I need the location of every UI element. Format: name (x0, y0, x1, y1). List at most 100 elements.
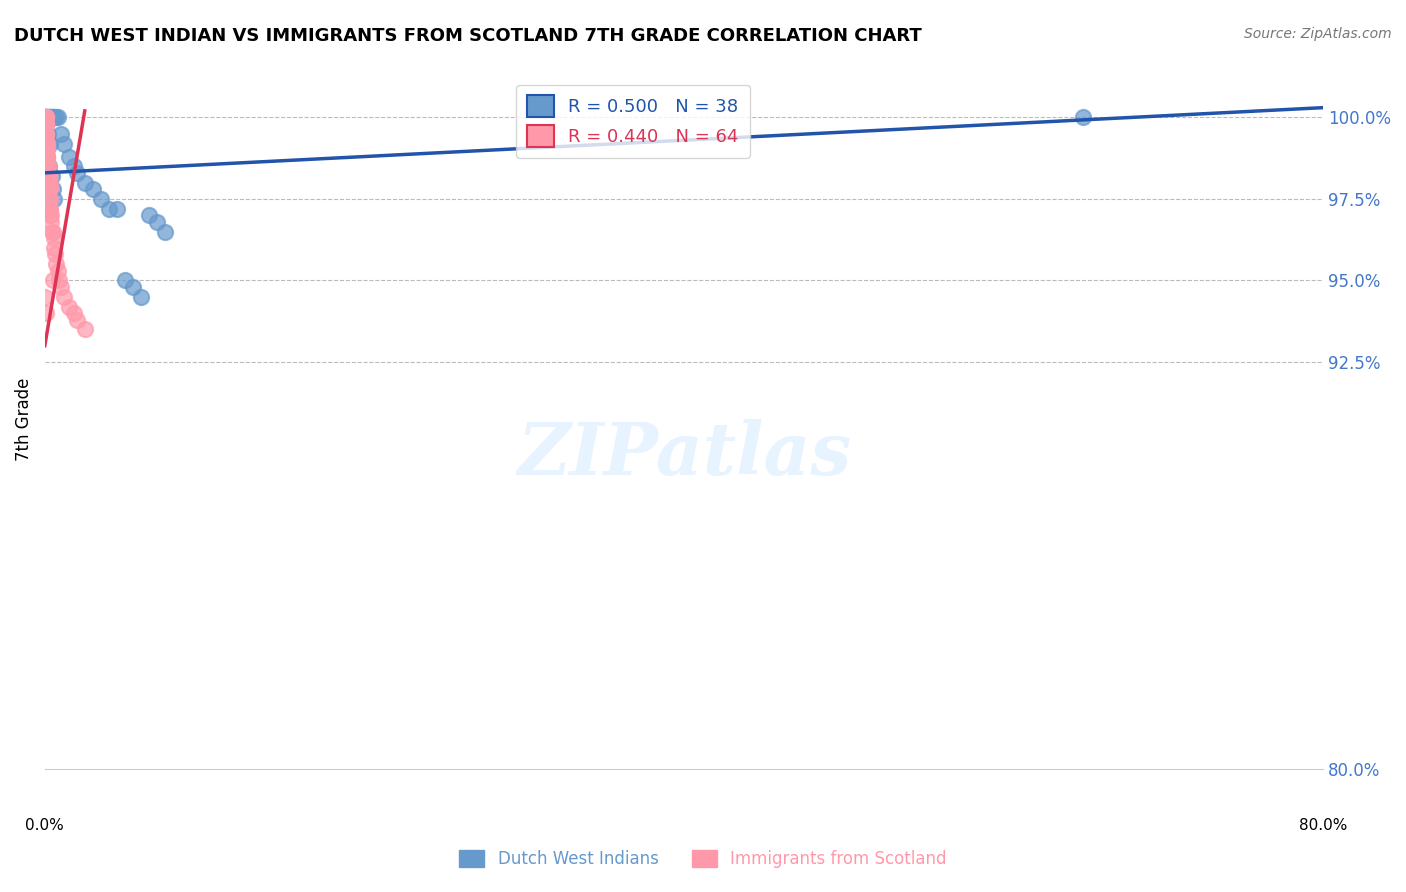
Text: Source: ZipAtlas.com: Source: ZipAtlas.com (1244, 27, 1392, 41)
Point (48, 273, 70, 287)
Point (38, 182, 60, 196)
Point (37, 159, 59, 173)
Point (34, 159, 56, 173)
Point (44, 111, 66, 125)
Point (35, 143, 58, 157)
Point (45, 111, 67, 125)
Point (38, 169, 60, 183)
Point (34, 111, 56, 125)
Point (34, 117, 56, 131)
Point (41, 225, 63, 239)
Point (38, 111, 60, 125)
Point (42, 182, 65, 196)
Text: 0.0%: 0.0% (25, 818, 65, 833)
Point (53, 136, 76, 151)
Point (45, 257, 67, 271)
Point (34, 111, 56, 125)
Point (62, 159, 84, 173)
Point (41, 169, 63, 183)
Point (35, 136, 58, 151)
Point (38, 176, 60, 190)
Point (37, 150, 59, 164)
Point (35, 117, 58, 131)
Point (35, 127, 58, 141)
Point (38, 111, 60, 125)
Point (37, 176, 59, 190)
Point (35, 117, 58, 131)
Point (37, 159, 59, 173)
Point (35, 133, 58, 147)
Point (38, 159, 60, 173)
Point (35, 306, 58, 320)
Point (34, 111, 56, 125)
Point (58, 300, 80, 314)
Point (38, 192, 60, 206)
Text: DUTCH WEST INDIAN VS IMMIGRANTS FROM SCOTLAND 7TH GRADE CORRELATION CHART: DUTCH WEST INDIAN VS IMMIGRANTS FROM SCO… (14, 27, 922, 45)
Point (62, 306, 84, 320)
Point (39, 208, 62, 222)
Point (37, 111, 59, 125)
Point (46, 111, 69, 125)
Point (90, 192, 112, 206)
Point (39, 215, 62, 229)
Text: ZIPatlas: ZIPatlas (517, 418, 851, 490)
Point (37, 182, 59, 196)
Point (37, 127, 59, 141)
Point (73, 322, 96, 336)
Point (42, 111, 65, 125)
Y-axis label: 7th Grade: 7th Grade (15, 377, 32, 460)
Point (49, 127, 72, 141)
Point (34, 150, 56, 164)
Point (34, 136, 56, 151)
Point (35, 169, 58, 183)
Legend: R = 0.500   N = 38, R = 0.440   N = 64: R = 0.500 N = 38, R = 0.440 N = 64 (516, 85, 749, 158)
Point (46, 263, 69, 277)
Point (35, 127, 58, 141)
Point (37, 143, 59, 157)
Point (34, 111, 56, 125)
Point (42, 231, 65, 245)
Point (66, 166, 89, 180)
Point (58, 150, 80, 164)
Point (73, 176, 96, 190)
Point (66, 312, 89, 326)
Point (34, 111, 56, 125)
Point (1073, 111, 1095, 125)
Point (82, 182, 104, 196)
Point (42, 225, 65, 239)
Point (49, 280, 72, 294)
Point (39, 182, 62, 196)
Point (97, 202, 120, 216)
Point (39, 208, 62, 222)
Point (42, 111, 65, 125)
Point (37, 159, 59, 173)
Point (39, 111, 62, 125)
Point (145, 215, 167, 229)
Point (35, 111, 58, 125)
Point (121, 280, 143, 294)
Point (105, 202, 128, 216)
Point (34, 111, 56, 125)
Point (38, 136, 60, 151)
Point (37, 136, 59, 151)
Point (34, 117, 56, 131)
Point (35, 117, 58, 131)
Point (138, 208, 160, 222)
Point (114, 273, 136, 287)
Point (34, 111, 56, 125)
Point (129, 290, 152, 304)
Point (42, 273, 65, 287)
Legend: Dutch West Indians, Immigrants from Scotland: Dutch West Indians, Immigrants from Scot… (453, 843, 953, 875)
Point (34, 127, 56, 141)
Point (37, 176, 59, 190)
Point (34, 290, 56, 304)
Point (34, 143, 56, 157)
Point (37, 111, 59, 125)
Point (34, 111, 56, 125)
Point (34, 111, 56, 125)
Point (44, 192, 66, 206)
Point (37, 150, 59, 164)
Point (53, 290, 76, 304)
Point (39, 202, 62, 216)
Point (34, 111, 56, 125)
